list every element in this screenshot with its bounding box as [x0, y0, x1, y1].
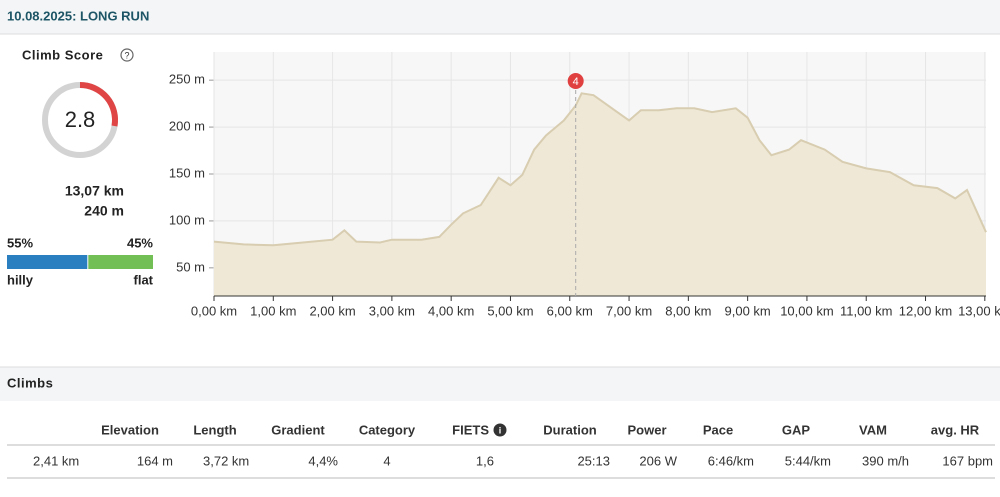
- table-cell: 4,4%: [308, 453, 338, 468]
- split-value: 45%: [127, 235, 153, 250]
- split-bar: [88, 255, 153, 269]
- split-value: 55%: [7, 235, 33, 250]
- info-icon-mark: i: [499, 425, 502, 435]
- climbs-bar: [0, 367, 1000, 401]
- split-label: hilly: [7, 272, 34, 287]
- x-tick-label: 6,00 km: [547, 303, 593, 318]
- table-header: VAM: [859, 422, 887, 437]
- ascent: 240 m: [84, 203, 124, 219]
- help-icon-mark: ?: [124, 50, 129, 60]
- table-header: FIETS: [452, 422, 489, 437]
- table-cell: 6:46/km: [708, 453, 754, 468]
- split-label: flat: [134, 272, 154, 287]
- help-icon[interactable]: [120, 48, 134, 62]
- table-header: Category: [359, 422, 416, 437]
- y-tick-label: 250 m: [169, 72, 205, 87]
- x-tick-label: 10,00 km: [780, 303, 833, 318]
- elevation-area: [214, 93, 986, 296]
- table-cell: 3,72 km: [203, 453, 249, 468]
- table-cell: 1,6: [476, 453, 494, 468]
- table-header: avg. HR: [931, 422, 980, 437]
- table-header: Gradient: [271, 422, 325, 437]
- x-tick-label: 4,00 km: [428, 303, 474, 318]
- table-cell: 2,41 km: [33, 453, 79, 468]
- x-tick-label: 2,00 km: [309, 303, 355, 318]
- table-cell: 164 m: [137, 453, 173, 468]
- x-tick-label: 0,00 km: [191, 303, 237, 318]
- table-cell: 206 W: [639, 453, 677, 468]
- x-tick-label: 3,00 km: [369, 303, 415, 318]
- table-header: Power: [627, 422, 666, 437]
- header-title: 10.08.2025: LONG RUN: [7, 8, 149, 23]
- table-header: Length: [193, 422, 236, 437]
- annotation-label: 4: [573, 76, 579, 88]
- table-header: Duration: [543, 422, 597, 437]
- table-header: Elevation: [101, 422, 159, 437]
- y-tick-label: 50 m: [176, 259, 205, 274]
- table-cell: 4: [383, 453, 390, 468]
- x-tick-label: 1,00 km: [250, 303, 296, 318]
- y-tick-label: 100 m: [169, 212, 205, 227]
- table-cell: 390 m/h: [862, 453, 909, 468]
- y-tick-label: 200 m: [169, 119, 205, 134]
- distance: 13,07 km: [65, 183, 124, 199]
- x-tick-label: 13,00 km: [958, 303, 1000, 318]
- x-tick-label: 9,00 km: [725, 303, 771, 318]
- x-tick-label: 5,00 km: [487, 303, 533, 318]
- header-bar: [0, 0, 1000, 34]
- table-cell: 167 bpm: [942, 453, 993, 468]
- table-header: Pace: [703, 422, 733, 437]
- x-tick-label: 11,00 km: [840, 303, 893, 318]
- info-icon[interactable]: [493, 423, 507, 437]
- x-tick-label: 12,00 km: [899, 303, 952, 318]
- table-cell: 25:13: [577, 453, 610, 468]
- x-tick-label: 8,00 km: [665, 303, 711, 318]
- annotation-marker: [567, 73, 584, 89]
- table-header: GAP: [782, 422, 811, 437]
- score: 2.8: [65, 107, 96, 132]
- x-tick-label: 7,00 km: [606, 303, 652, 318]
- climb-score-label: Climb Score: [22, 47, 103, 62]
- table-cell: 5:44/km: [785, 453, 831, 468]
- elevation-line: [213, 92, 987, 247]
- climbs-title: Climbs: [7, 375, 53, 390]
- y-tick-label: 150 m: [169, 165, 205, 180]
- gauge-arc: [79, 82, 118, 127]
- split-bar: [7, 255, 88, 269]
